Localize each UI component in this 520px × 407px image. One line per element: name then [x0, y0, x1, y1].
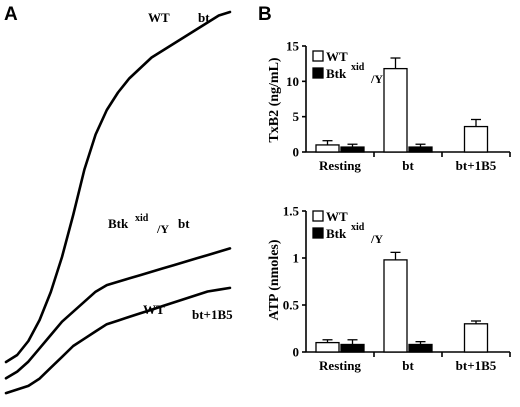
y-tick-label: 10 [286, 74, 299, 89]
legend-label-wt: WT [326, 209, 348, 224]
y-tick-label: 1.5 [283, 204, 300, 219]
bar-wt-bt [383, 259, 408, 353]
legend-swatch-wt [312, 210, 324, 222]
x-tick-label: bt [402, 158, 414, 173]
legend-label-btk: Btk [326, 66, 347, 81]
bar-wt-resting [315, 341, 340, 353]
x-tick-label: Resting [319, 158, 361, 173]
legend-label-btk-sub: /Y [370, 232, 383, 246]
panel-b-letter: B [258, 4, 272, 25]
trace-label-genotype: Btk [108, 216, 129, 231]
trace-label-genotype: WT [143, 302, 165, 317]
aggregation-traces [4, 10, 232, 395]
y-tick-label: 1 [293, 251, 300, 266]
legend-label-btk-sub: /Y [370, 72, 383, 86]
y-tick-label: 0 [293, 345, 300, 360]
trace-label-wt-bt-1b5: WT bt+1B5 [143, 302, 233, 322]
trace-wt-bt-1b5 [4, 286, 232, 395]
atp-bar-chart: ATP (nmoles) 0 0.5 1 1.5 Resting bt bt+1B5 [267, 204, 511, 373]
bar-wt-bt-1b5 [463, 125, 489, 153]
x-tick-label: Resting [319, 358, 361, 373]
bar-wt-bt-1b5 [463, 323, 489, 353]
panel-a: A WT bt Btk xid /Y bt WT bt+1B5 [4, 4, 233, 395]
trace-btk-xid-bt [4, 247, 232, 380]
x-tick-label: bt+1B5 [456, 158, 497, 173]
legend-label-btk-sup: xid [351, 62, 365, 73]
trace-label-wt-bt: WT bt [148, 10, 210, 25]
bar-wt-bt [383, 67, 408, 153]
y-tick-label: 0 [293, 145, 300, 160]
y-axis-label: TxB2 (ng/mL) [267, 57, 282, 143]
txb2-bar-chart: TxB2 (ng/mL) 0 5 10 15 Resting bt bt+1B5 [267, 39, 511, 173]
trace-label-sup: xid [135, 213, 149, 224]
y-axis-label: ATP (nmoles) [267, 239, 282, 320]
trace-label-agonist: bt [198, 10, 210, 25]
bar-btk-bt [408, 343, 433, 353]
y-tick-label: 15 [286, 39, 300, 54]
legend-swatch-btk [312, 227, 324, 239]
trace-label-agonist: bt [178, 216, 190, 231]
panel-a-letter: A [4, 4, 18, 25]
legend-label-btk: Btk [326, 226, 347, 241]
y-tick-label: 0.5 [283, 298, 300, 313]
legend-swatch-btk [312, 67, 324, 79]
legend-bottom: WT Btk xid /Y [312, 209, 383, 246]
bar-wt-resting [315, 144, 340, 153]
legend-top: WT Btk xid /Y [312, 49, 383, 86]
trace-label-genotype: WT [148, 10, 170, 25]
trace-wt-bt [4, 10, 232, 364]
bar-btk-resting [340, 343, 365, 353]
y-tick-label: 5 [293, 109, 300, 124]
legend-swatch-wt [312, 50, 324, 62]
bar-btk-resting [340, 146, 365, 153]
trace-label-btk-bt: Btk xid /Y bt [108, 213, 190, 236]
bar-btk-bt [408, 146, 433, 153]
legend-label-wt: WT [326, 49, 348, 64]
trace-label-sub: /Y [156, 222, 169, 236]
x-tick-label: bt+1B5 [456, 358, 497, 373]
x-tick-label: bt [402, 358, 414, 373]
legend-label-btk-sup: xid [351, 222, 365, 233]
trace-label-agonist: bt+1B5 [192, 307, 233, 322]
